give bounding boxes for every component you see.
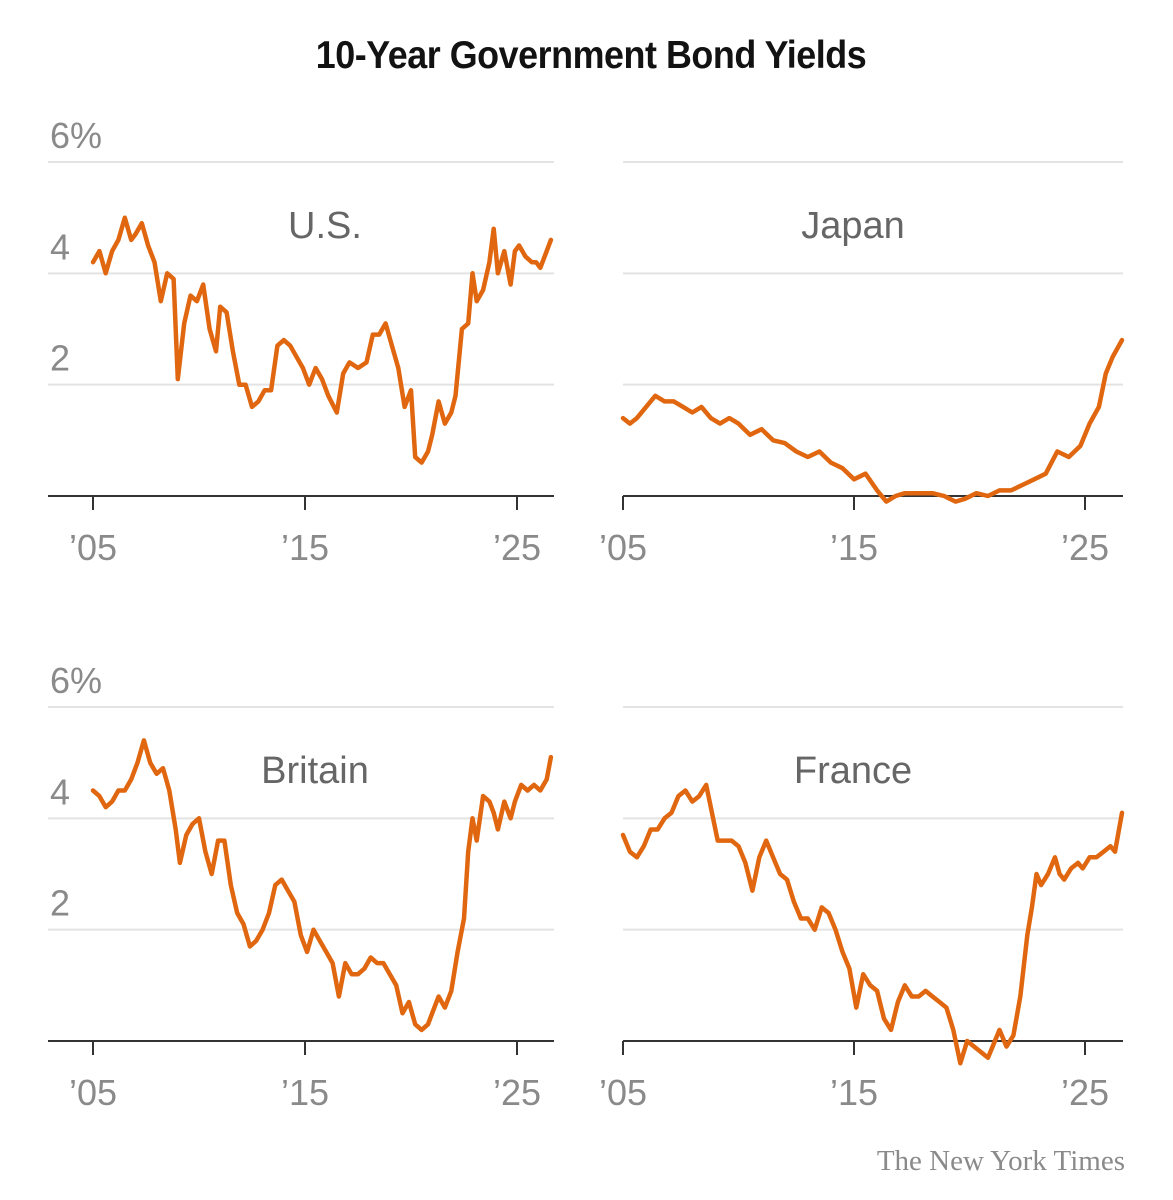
source-credit: The New York Times [876,1145,1125,1177]
y-tick-label: 6% [50,660,102,701]
x-tick-label: ’15 [830,1072,878,1113]
y-tick-label: 4 [50,226,70,267]
yield-line [90,738,554,1033]
x-tick-label: ’15 [830,527,878,568]
y-tick-label: 4 [50,771,70,812]
y-tick-label: 2 [50,338,70,379]
x-tick-label: ’25 [1061,527,1109,568]
x-tick-label: ’15 [281,1072,329,1113]
x-tick-label: ’25 [493,1072,541,1113]
x-tick-label: ’05 [69,1072,117,1113]
panel-france: ’05 ’15 ’25 France [599,706,1125,1113]
panel-title: Japan [801,205,905,247]
x-tick-label: ’05 [599,527,647,568]
panel-title: Britain [261,750,369,792]
y-tick-label: 2 [50,883,70,924]
panel-title: France [794,750,912,792]
yield-line [90,215,554,465]
chart-title: 10-Year Government Bond Yields [315,34,867,77]
yield-line [620,782,1125,1066]
x-tick-label: ’05 [599,1072,647,1113]
yield-line [620,337,1125,504]
x-tick-label: ’15 [281,527,329,568]
y-tick-label: 6% [50,115,102,156]
x-tick-label: ’25 [1061,1072,1109,1113]
panel-title: U.S. [288,205,362,247]
panel-us: 6% 4 2 ’05 ’15 ’25 U.S. [48,115,554,568]
panel-britain: 6% 4 2 ’05 ’15 ’25 Britain [48,660,554,1113]
x-tick-label: ’25 [493,527,541,568]
panel-japan: ’05 ’15 ’25 Japan [599,161,1125,568]
x-tick-label: ’05 [69,527,117,568]
